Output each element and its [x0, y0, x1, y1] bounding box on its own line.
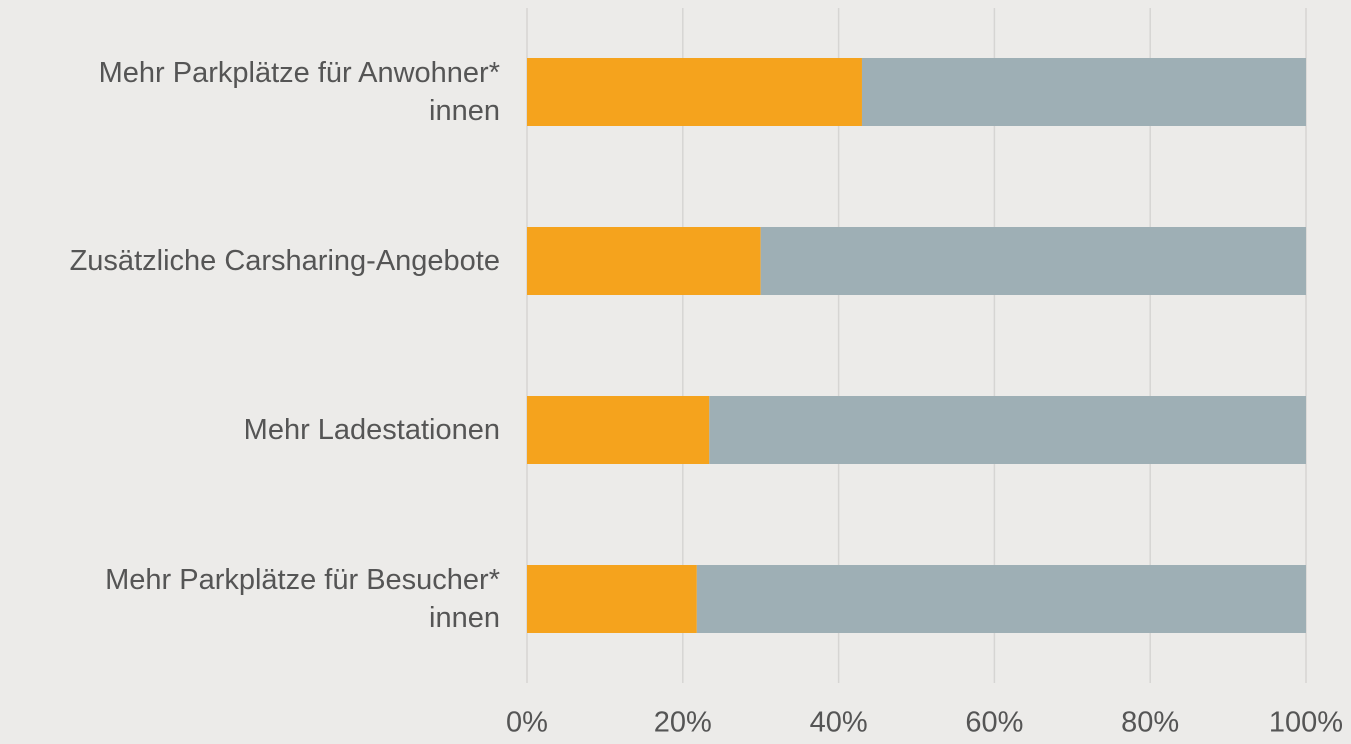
bar-segment	[760, 227, 1306, 295]
bar-segment	[861, 58, 1306, 126]
x-tick-label: 0%	[506, 707, 548, 739]
x-tick-label: 20%	[654, 707, 712, 739]
bar-segment	[527, 396, 710, 464]
bar-segment	[709, 396, 1306, 464]
x-tick-label: 40%	[810, 707, 868, 739]
bar-segment	[527, 565, 697, 633]
category-label: Mehr Parkplätze für Anwohner* innen	[98, 57, 500, 127]
bar-segment	[696, 565, 1306, 633]
x-tick-label: 100%	[1269, 707, 1343, 739]
category-label: Mehr Parkplätze für Besucher* innen	[105, 564, 500, 634]
category-label: Zusätzliche Carsharing-Angebote	[69, 245, 500, 277]
x-tick-label: 80%	[1121, 707, 1179, 739]
bar-segment	[527, 227, 761, 295]
category-label: Mehr Ladestationen	[243, 414, 500, 446]
bar-segment	[527, 58, 862, 126]
x-tick-label: 60%	[965, 707, 1023, 739]
